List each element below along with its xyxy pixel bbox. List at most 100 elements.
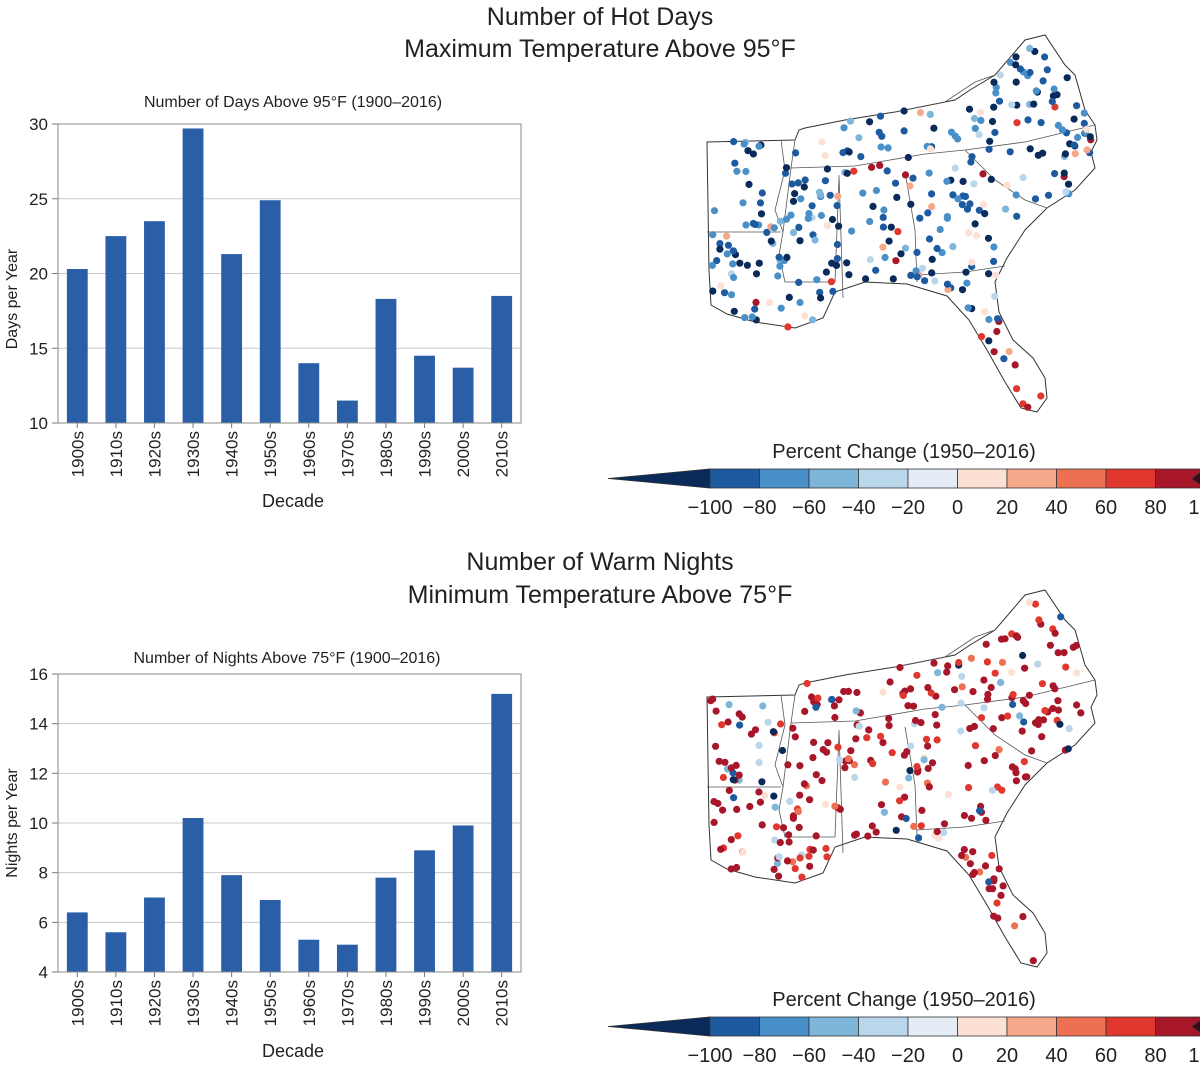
warm-nights-station-marker [1054, 706, 1062, 714]
warm-nights-colorbar-segment [709, 1016, 760, 1037]
warm-nights-colorbar-tick-label: 20 [996, 1045, 1018, 1067]
hot-days-station-marker [843, 169, 851, 177]
hot-days-station-marker [901, 244, 910, 252]
hot-days-station-map [706, 34, 1098, 413]
warm-nights-station-marker [928, 759, 937, 767]
hot-days-station-marker [730, 273, 738, 282]
hot-days-station-marker [904, 153, 912, 162]
warm-nights-station-marker [1023, 773, 1031, 781]
hot-days-chart-title: Number of Days Above 95°F (1900–2016) [144, 94, 442, 111]
warm-nights-station-marker [958, 851, 966, 860]
hot-days-station-marker [954, 195, 962, 203]
warm-nights-station-marker [967, 654, 975, 662]
warm-nights-bar-1970s [336, 944, 358, 972]
warm-nights-colorbar-segment [858, 1016, 909, 1037]
warm-nights-station-marker [1057, 613, 1065, 621]
warm-nights-bar-2000s [452, 825, 474, 972]
hot-days-station-marker [943, 280, 952, 288]
warm-nights-station-marker [915, 834, 923, 842]
hot-days-station-marker [816, 288, 824, 296]
warm-nights-station-marker [964, 761, 972, 770]
warm-nights-station-marker [980, 676, 988, 684]
warm-nights-bar-chart: Number of Nights Above 75°F (1900–2016) … [4, 650, 522, 1061]
warm-nights-state-border [894, 629, 996, 668]
hot-days-station-marker [951, 164, 959, 172]
hot-days-station-marker [834, 192, 842, 200]
hot-days-station-marker [1032, 87, 1040, 95]
hot-days-station-marker [1001, 205, 1010, 213]
hot-days-colorbar-tick-label: −40 [842, 497, 876, 519]
hot-days-colorbar-arrow-left [607, 468, 711, 489]
hot-days-station-marker [1051, 103, 1059, 111]
hot-days-station-marker [784, 323, 792, 331]
warm-nights-station-marker [999, 882, 1007, 890]
warm-nights-station-marker [933, 828, 941, 836]
warm-nights-y-tick-label: 14 [29, 715, 48, 734]
warm-nights-station-marker [880, 808, 888, 816]
warm-nights-bar-2010s [491, 693, 513, 972]
hot-days-station-marker [1041, 53, 1049, 61]
hot-days-colorbar-tick-label: 80 [1144, 497, 1166, 519]
warm-nights-station-marker [906, 685, 915, 693]
hot-days-y-tick-label: 20 [29, 265, 48, 284]
warm-nights-station-marker [1049, 704, 1057, 713]
hot-days-station-marker [968, 258, 976, 266]
hot-days-station-marker [1026, 68, 1034, 77]
hot-days-station-marker [985, 270, 993, 278]
warm-nights-station-marker [734, 832, 742, 840]
hot-days-station-marker [821, 177, 829, 185]
warm-nights-station-marker [1014, 633, 1022, 641]
hot-days-station-marker [924, 209, 932, 217]
warm-nights-station-marker [795, 823, 803, 832]
warm-nights-colorbar-segment [907, 1016, 958, 1037]
hot-days-station-marker [900, 107, 908, 115]
hot-days-station-marker [1006, 148, 1014, 156]
warm-nights-station-marker [1054, 649, 1062, 657]
hot-days-station-marker [835, 222, 843, 230]
hot-days-colorbar-tick-label: 40 [1045, 497, 1067, 519]
hot-days-station-marker [729, 260, 737, 268]
hot-days-station-marker [925, 235, 934, 243]
hot-days-station-marker [925, 169, 933, 177]
hot-days-station-marker [991, 292, 999, 300]
hot-days-station-marker [1012, 191, 1020, 199]
warm-nights-station-marker [738, 713, 746, 721]
warm-nights-station-marker [957, 699, 965, 707]
warm-nights-station-marker [877, 801, 886, 809]
warm-nights-station-marker [991, 752, 999, 760]
hot-days-station-marker [875, 128, 883, 136]
hot-days-station-marker [817, 211, 825, 220]
warm-nights-station-marker [770, 792, 778, 800]
warm-nights-station-marker [721, 758, 729, 766]
warm-nights-station-marker [798, 873, 806, 881]
hot-days-station-marker [708, 261, 716, 269]
hot-days-station-marker [879, 223, 887, 231]
hot-days-station-marker [720, 289, 729, 297]
hot-days-station-marker [1080, 109, 1088, 117]
warm-nights-x-tick-label: 1990s [416, 980, 435, 1026]
hot-days-station-marker [949, 191, 957, 199]
warm-nights-x-tick-label: 1980s [377, 980, 396, 1026]
warm-nights-station-marker [729, 776, 737, 784]
warm-nights-station-marker [977, 714, 986, 722]
hot-days-x-tick-label: 1990s [416, 431, 435, 477]
warm-nights-station-marker [980, 704, 988, 712]
warm-nights-station-marker [902, 814, 910, 823]
warm-nights-y-tick-label: 16 [29, 665, 48, 684]
warm-nights-y-tick-label: 8 [39, 864, 48, 883]
warm-nights-station-marker [1056, 720, 1064, 728]
warm-nights-station-marker [775, 853, 783, 861]
warm-nights-bar-1950s [259, 899, 281, 972]
hot-days-station-marker [1008, 101, 1016, 109]
warm-nights-station-marker [995, 865, 1003, 873]
warm-nights-station-marker [806, 862, 814, 870]
warm-nights-station-marker [965, 784, 973, 792]
warm-nights-station-marker [812, 832, 820, 840]
warm-nights-station-marker [1025, 598, 1033, 606]
hot-days-station-marker [879, 243, 887, 251]
warm-nights-station-marker [719, 806, 727, 814]
hot-days-bar-1960s [298, 363, 320, 423]
warm-nights-station-map [706, 589, 1098, 968]
hot-days-colorbar-tick-label: 20 [996, 497, 1018, 519]
warm-nights-station-marker [715, 757, 723, 765]
